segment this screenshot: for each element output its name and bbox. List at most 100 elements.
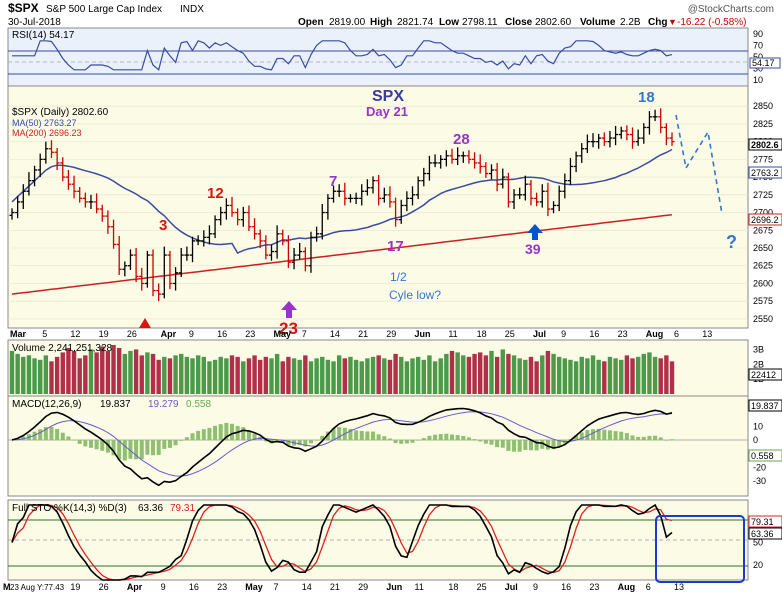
- volume-bar: [376, 355, 381, 394]
- rsi-panel: [7, 27, 749, 87]
- low-label: Low: [439, 17, 459, 28]
- sto-d-tag-box: [748, 515, 782, 528]
- volume-bar: [658, 358, 663, 394]
- macd-hist-bar: [641, 436, 646, 441]
- volume-tag: 22412: [751, 370, 776, 380]
- volume-bar: [444, 353, 449, 394]
- x-tick-label: 18: [477, 329, 487, 339]
- annot-12: 12: [207, 185, 224, 202]
- macd-hist-bar: [450, 434, 454, 441]
- x-tick-label-bottom: 7: [273, 582, 278, 592]
- macd-tick-label: -20: [753, 462, 766, 472]
- macd-hist-bar: [162, 440, 167, 449]
- chg-value: -16.22 (-0.58%): [677, 17, 746, 28]
- close-label: Close: [505, 17, 533, 28]
- macd-signal-value: 19.279: [148, 399, 179, 410]
- macd-hist-bar: [32, 431, 37, 441]
- macd-hist-bar: [393, 440, 398, 444]
- macd-hist-bar: [427, 435, 432, 441]
- volume-bar: [607, 356, 613, 394]
- price-legend-ma50: MA(50) 2763.27: [12, 118, 77, 128]
- volume-bar: [26, 355, 32, 394]
- price-tick-label: 2700: [753, 208, 773, 218]
- x-tick-label: 25: [505, 329, 515, 339]
- volume-bar: [652, 356, 658, 394]
- macd-hist-bar: [523, 440, 528, 450]
- macd-hist-bar: [207, 427, 212, 441]
- macd-hist-bar: [483, 440, 488, 444]
- volume-bar: [427, 355, 432, 394]
- volume-bar: [229, 355, 235, 394]
- macd-hist-bar: [252, 433, 257, 441]
- volume-bar: [190, 358, 195, 394]
- macd-hist-bar: [354, 430, 359, 441]
- volume-bar: [478, 352, 483, 394]
- volume-bar: [635, 356, 641, 394]
- x-tick-label-bottom: 23: [589, 582, 599, 592]
- macd-hist-bar: [387, 438, 392, 441]
- sto-axis: 50 20: [753, 538, 763, 571]
- x-tick-label: 6: [674, 329, 679, 339]
- rsi-label: RSI(14) 54.17: [12, 30, 75, 41]
- volume-bar: [122, 353, 128, 394]
- volume-label: Volume 2,241,251,328: [12, 343, 113, 354]
- macd-hist-bar: [466, 437, 471, 441]
- annot-cycle-low: Cyle low?: [389, 288, 441, 302]
- macd-hist-bar: [534, 440, 539, 451]
- macd-hist-bar: [359, 430, 364, 441]
- x-axis-top: Mar 5 12 19 26 Apr 9 16 23 May 7 14 21 29 Jun 11 18 25 Jul…: [10, 329, 712, 339]
- macd-line: [11, 407, 673, 487]
- x-tick-label-bottom: 19: [70, 582, 80, 592]
- volume-bar: [150, 353, 156, 394]
- volume-bar: [252, 355, 257, 394]
- volume-bar: [308, 361, 314, 394]
- low-value: 2798.11: [462, 17, 498, 28]
- volume-bar: [207, 361, 212, 394]
- volume-bar: [128, 350, 133, 394]
- macd-hist-bar: [517, 440, 522, 452]
- volume-bar: [54, 356, 60, 394]
- volume-bar: [647, 352, 652, 394]
- price-bars: [9, 108, 675, 302]
- macd-hist-bar: [286, 440, 291, 446]
- volume-bar: [540, 355, 545, 394]
- macd-hist-bar: [297, 440, 302, 446]
- price-tick-label: 2600: [753, 278, 773, 288]
- macd-hist-bar: [455, 435, 460, 441]
- macd-value: 19.837: [100, 399, 131, 410]
- macd-hist-bar: [88, 440, 93, 448]
- macd-hist-bar: [156, 440, 161, 455]
- macd-hist-bar: [83, 440, 88, 447]
- price-tick-label: 2775: [753, 154, 773, 164]
- x-tick-label-bottom: 23: [217, 582, 227, 592]
- macd-hist-bar: [213, 425, 218, 441]
- x-tick-label-bottom: M: [3, 582, 11, 592]
- annot-half: 1/2: [390, 270, 407, 284]
- macd-hist-bar: [404, 440, 409, 444]
- rsi-tick-label: 30: [753, 64, 763, 74]
- volume-tick-label: 2B: [753, 359, 764, 369]
- volume-bar: [88, 349, 94, 394]
- date: 30-Jul-2018: [8, 17, 61, 28]
- volume-bar: [466, 356, 472, 394]
- x-tick-label-bottom: 13: [674, 582, 684, 592]
- volume-bar: [38, 359, 43, 394]
- high-value: 2821.74: [397, 17, 434, 28]
- arrow-up-39-icon: [527, 224, 543, 240]
- volume-bar: [212, 359, 218, 394]
- volume-label: Volume: [580, 17, 616, 28]
- volume-bar: [269, 358, 274, 394]
- volume-bar: [246, 358, 252, 394]
- volume-bar: [596, 359, 601, 394]
- macd-hist-bar: [371, 431, 376, 441]
- macd-hist-bar: [602, 429, 607, 441]
- macd-hist-bar: [122, 440, 127, 461]
- x-tick-label: 29: [386, 329, 396, 339]
- macd-hist-bar: [241, 427, 246, 441]
- volume-bar: [590, 355, 596, 394]
- volume-bar: [669, 361, 675, 394]
- macd-hist-bar: [664, 440, 669, 441]
- volume-bar: [32, 358, 37, 394]
- volume-bar: [534, 361, 539, 394]
- sto-tick-label: 50: [753, 538, 763, 548]
